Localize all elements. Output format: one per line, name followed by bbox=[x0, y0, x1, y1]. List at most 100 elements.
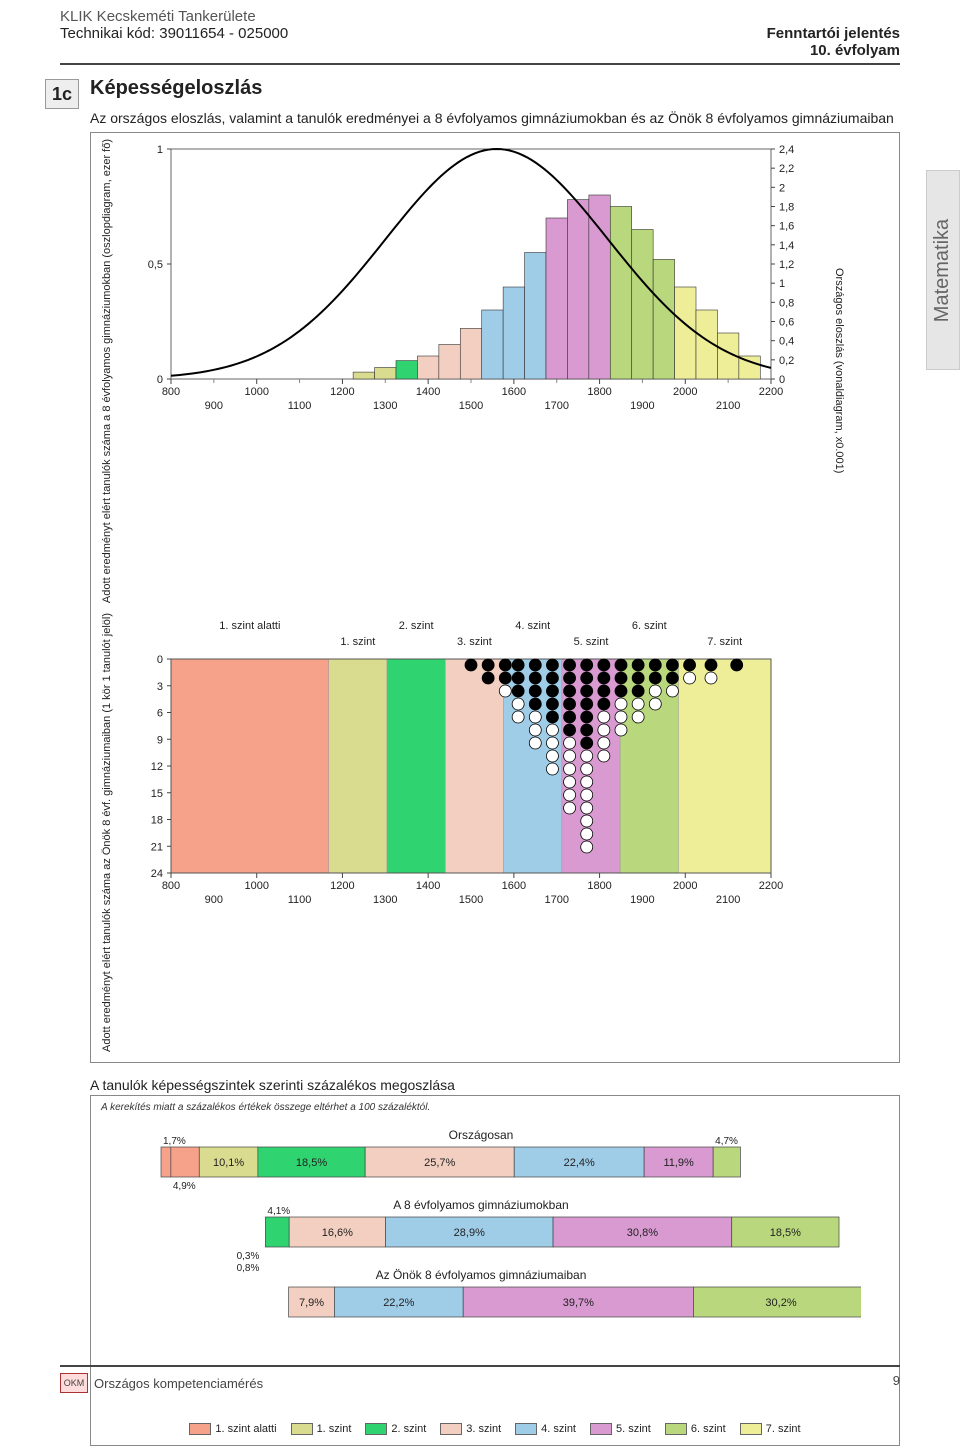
svg-text:7,9%: 7,9% bbox=[299, 1297, 324, 1309]
svg-text:1,4: 1,4 bbox=[779, 240, 794, 252]
level-legend: 1. szint alatti 1. szint 2. szint 3. szint 4… bbox=[101, 1423, 889, 1435]
svg-text:2,4: 2,4 bbox=[779, 144, 794, 156]
svg-text:18,5%: 18,5% bbox=[296, 1157, 327, 1169]
svg-text:3: 3 bbox=[157, 681, 163, 693]
svg-text:22,2%: 22,2% bbox=[383, 1297, 414, 1309]
svg-text:Az Önök 8 évfolyamos gimnázium: Az Önök 8 évfolyamos gimnáziumaiban bbox=[376, 1268, 587, 1282]
legend-item: 5. szint bbox=[590, 1423, 651, 1435]
svg-text:1500: 1500 bbox=[459, 400, 483, 412]
legend-item: 3. szint bbox=[440, 1423, 501, 1435]
chart3-note: A kerekítés miatt a százalékos értékek ö… bbox=[101, 1102, 889, 1113]
svg-text:Országosan: Országosan bbox=[449, 1128, 514, 1142]
svg-text:2100: 2100 bbox=[716, 400, 740, 412]
svg-text:2000: 2000 bbox=[673, 880, 697, 892]
svg-text:1500: 1500 bbox=[459, 894, 483, 906]
svg-text:1000: 1000 bbox=[244, 386, 268, 398]
percentage-chartbox: A kerekítés miatt a százalékos értékek ö… bbox=[90, 1095, 900, 1446]
svg-text:2000: 2000 bbox=[673, 386, 697, 398]
svg-text:22,4%: 22,4% bbox=[564, 1157, 595, 1169]
svg-text:16,6%: 16,6% bbox=[322, 1227, 353, 1239]
svg-text:15: 15 bbox=[151, 788, 163, 800]
svg-text:0,8%: 0,8% bbox=[237, 1263, 260, 1274]
svg-text:900: 900 bbox=[205, 894, 223, 906]
svg-text:6. szint: 6. szint bbox=[632, 620, 667, 632]
legend-item: 2. szint bbox=[365, 1423, 426, 1435]
svg-text:1800: 1800 bbox=[587, 386, 611, 398]
svg-text:800: 800 bbox=[162, 386, 180, 398]
svg-text:2,2: 2,2 bbox=[779, 163, 794, 175]
legend-item: 6. szint bbox=[665, 1423, 726, 1435]
tech-code: Technikai kód: 39011654 - 025000 bbox=[60, 25, 288, 59]
svg-text:2. szint: 2. szint bbox=[399, 620, 434, 632]
legend-item: 7. szint bbox=[740, 1423, 801, 1435]
svg-text:2200: 2200 bbox=[759, 386, 783, 398]
distribution-chartbox: Adott eredményt elért tanulók száma a 8 … bbox=[90, 132, 900, 1063]
svg-text:30,2%: 30,2% bbox=[765, 1297, 796, 1309]
svg-text:1,6: 1,6 bbox=[779, 221, 794, 233]
svg-text:7. szint: 7. szint bbox=[707, 636, 742, 648]
svg-text:0,4: 0,4 bbox=[779, 336, 794, 348]
chart1-yleft-label: Adott eredményt elért tanulók száma a 8 … bbox=[101, 139, 131, 603]
svg-text:2200: 2200 bbox=[759, 880, 783, 892]
svg-text:1900: 1900 bbox=[630, 894, 654, 906]
svg-text:30,8%: 30,8% bbox=[627, 1227, 658, 1239]
svg-text:1900: 1900 bbox=[630, 400, 654, 412]
svg-text:0: 0 bbox=[157, 654, 163, 666]
student-dot-chart: 1. szint alatti 2. szint 4. szint 6. szint 1… bbox=[131, 613, 821, 913]
svg-text:4. szint: 4. szint bbox=[515, 620, 550, 632]
svg-text:1100: 1100 bbox=[288, 400, 312, 412]
report-title: Fenntartói jelentés bbox=[767, 25, 900, 42]
svg-text:0,3%: 0,3% bbox=[237, 1251, 260, 1262]
svg-text:24: 24 bbox=[151, 868, 163, 880]
svg-text:1600: 1600 bbox=[502, 880, 526, 892]
footer-text: Országos kompetenciamérés bbox=[94, 1376, 263, 1391]
svg-text:1200: 1200 bbox=[330, 880, 354, 892]
svg-text:1000: 1000 bbox=[244, 880, 268, 892]
legend-item: 4. szint bbox=[515, 1423, 576, 1435]
page-number: 9 bbox=[893, 1373, 900, 1393]
section-number: 1c bbox=[45, 79, 79, 109]
svg-text:10,1%: 10,1% bbox=[213, 1157, 244, 1169]
svg-text:39,7%: 39,7% bbox=[563, 1297, 594, 1309]
svg-text:3. szint: 3. szint bbox=[457, 636, 492, 648]
svg-text:1300: 1300 bbox=[373, 894, 397, 906]
chart2-y-label: Adott eredményt elért tanulók száma az Ö… bbox=[101, 613, 131, 1052]
svg-text:4,1%: 4,1% bbox=[267, 1206, 290, 1217]
legend-item: 1. szint bbox=[291, 1423, 352, 1435]
svg-text:11,9%: 11,9% bbox=[663, 1157, 694, 1169]
org-name: KLIK Kecskeméti Tankerülete bbox=[60, 8, 900, 25]
svg-text:28,9%: 28,9% bbox=[454, 1227, 485, 1239]
svg-text:900: 900 bbox=[205, 400, 223, 412]
svg-text:1. szint: 1. szint bbox=[340, 636, 375, 648]
svg-text:4,7%: 4,7% bbox=[715, 1136, 738, 1147]
svg-text:2100: 2100 bbox=[716, 894, 740, 906]
svg-text:1,7%: 1,7% bbox=[163, 1136, 186, 1147]
svg-text:A 8 évfolyamos gimnáziumokban: A 8 évfolyamos gimnáziumokban bbox=[393, 1198, 568, 1212]
svg-text:1: 1 bbox=[157, 144, 163, 156]
svg-text:1100: 1100 bbox=[288, 894, 312, 906]
svg-text:800: 800 bbox=[162, 880, 180, 892]
svg-text:1: 1 bbox=[779, 278, 785, 290]
svg-text:1,8: 1,8 bbox=[779, 202, 794, 214]
svg-text:1600: 1600 bbox=[502, 386, 526, 398]
svg-text:0,6: 0,6 bbox=[779, 317, 794, 329]
svg-text:0,8: 0,8 bbox=[779, 297, 794, 309]
distribution-chart: 8001000120014001600180020002200900110013… bbox=[131, 139, 821, 419]
svg-text:12: 12 bbox=[151, 761, 163, 773]
svg-text:25,7%: 25,7% bbox=[424, 1157, 455, 1169]
svg-text:4,9%: 4,9% bbox=[173, 1181, 196, 1192]
svg-text:18: 18 bbox=[151, 815, 163, 827]
svg-text:18,5%: 18,5% bbox=[770, 1227, 801, 1239]
svg-text:0,5: 0,5 bbox=[148, 259, 163, 271]
svg-text:1400: 1400 bbox=[416, 386, 440, 398]
svg-text:0: 0 bbox=[779, 374, 785, 386]
legend-item: 1. szint alatti bbox=[189, 1423, 276, 1435]
svg-text:2: 2 bbox=[779, 182, 785, 194]
chart1-yright-label: Országos eloszlás (vonaldiagram, x0.001) bbox=[821, 139, 845, 603]
svg-text:1400: 1400 bbox=[416, 880, 440, 892]
intro-text: Az országos eloszlás, valamint a tanulók… bbox=[90, 110, 900, 126]
svg-text:21: 21 bbox=[151, 841, 163, 853]
svg-text:1. szint alatti: 1. szint alatti bbox=[219, 620, 280, 632]
svg-text:9: 9 bbox=[157, 734, 163, 746]
svg-text:0,2: 0,2 bbox=[779, 355, 794, 367]
